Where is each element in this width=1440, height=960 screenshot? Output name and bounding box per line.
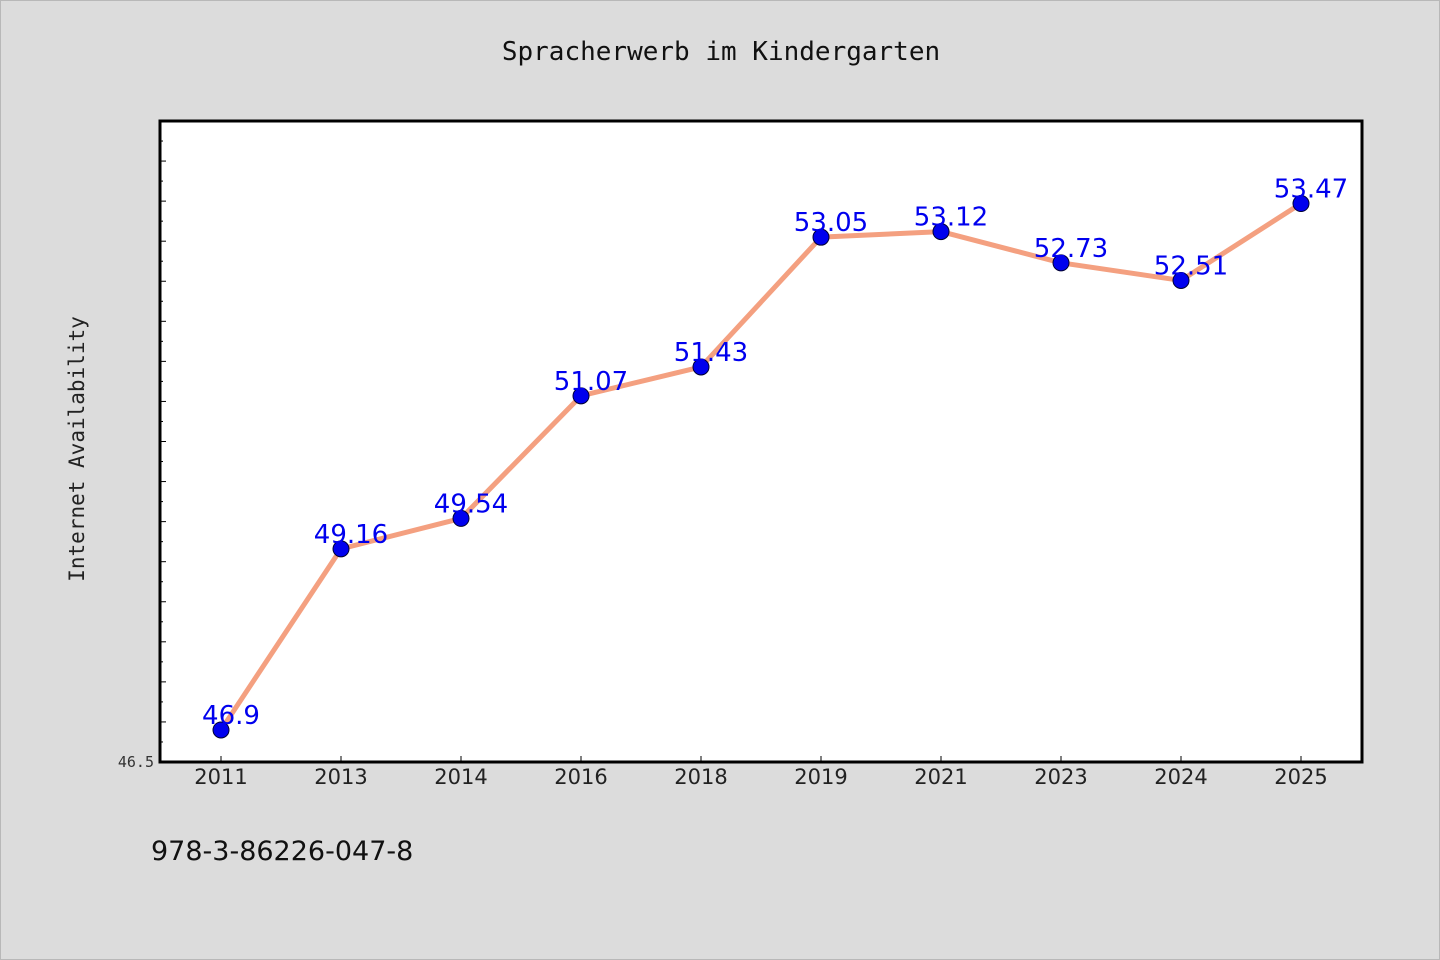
data-labels: 46.9 49.16 49.54 51.07 51.43 53.05 53.12 52.73 5… xyxy=(202,175,1348,731)
data-point xyxy=(332,540,350,558)
data-label: 53.12 xyxy=(914,203,988,233)
data-markers xyxy=(212,195,1310,739)
series-line xyxy=(218,201,1304,733)
data-point xyxy=(1292,195,1310,213)
data-point xyxy=(1172,271,1190,289)
data-label: 51.43 xyxy=(674,338,748,368)
y-tick-label: 46.5 xyxy=(118,753,154,771)
data-label: 46.9 xyxy=(202,701,260,731)
x-tick-label: 2021 xyxy=(914,765,967,789)
data-label: 51.07 xyxy=(554,367,628,397)
x-tick-label: 2025 xyxy=(1274,765,1327,789)
data-point xyxy=(1052,254,1070,272)
footer-code: 978-3-86226-047-8 xyxy=(151,836,414,867)
x-tick-label: 2016 xyxy=(554,765,607,789)
data-point xyxy=(572,387,590,405)
data-label: 53.05 xyxy=(794,208,868,238)
x-tick-label: 2013 xyxy=(314,765,367,789)
x-tick-label: 2011 xyxy=(194,765,247,789)
data-label: 52.51 xyxy=(1154,251,1228,281)
data-point xyxy=(692,358,710,376)
y-axis-label: Internet Availability xyxy=(65,316,89,582)
data-point xyxy=(812,228,830,246)
data-point xyxy=(452,509,470,527)
y-axis-ticks xyxy=(160,120,166,763)
data-label: 49.54 xyxy=(434,489,508,519)
data-label: 49.16 xyxy=(314,520,388,550)
x-tick-label: 2023 xyxy=(1034,765,1087,789)
chart-title: Spracherwerb im Kindergarten xyxy=(501,37,941,67)
x-tick-label: 2024 xyxy=(1154,765,1207,789)
data-point xyxy=(932,223,950,241)
data-point xyxy=(212,721,230,739)
x-tick-label: 2014 xyxy=(434,765,487,789)
plot-area xyxy=(158,119,1364,764)
data-label: 53.47 xyxy=(1274,175,1348,205)
x-axis-ticks xyxy=(220,756,1302,762)
x-tick-label: 2018 xyxy=(674,765,727,789)
data-label: 52.73 xyxy=(1034,234,1108,264)
x-axis-tick-labels: 2011 2013 2014 2016 2018 2019 2021 2023 2024 2025 xyxy=(194,765,1327,789)
x-tick-label: 2019 xyxy=(794,765,847,789)
